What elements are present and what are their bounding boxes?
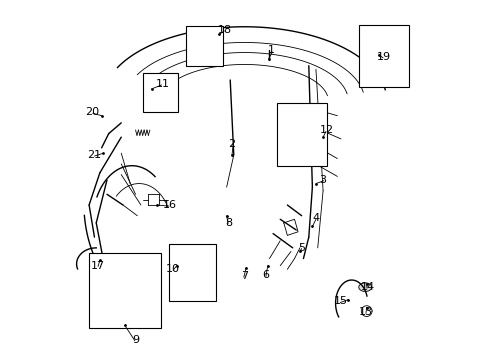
Bar [142, 73, 178, 112]
Bar [185, 26, 223, 66]
Text: 20: 20 [85, 107, 100, 117]
Text: 4: 4 [312, 212, 319, 222]
Text: 6: 6 [262, 270, 269, 280]
Text: 8: 8 [224, 218, 231, 228]
Text: 10: 10 [166, 264, 180, 274]
Text: 2: 2 [228, 139, 235, 149]
Text: 18: 18 [217, 25, 231, 35]
Text: 17: 17 [91, 261, 105, 271]
Text: 14: 14 [360, 282, 374, 292]
Text: 13: 13 [358, 307, 372, 317]
Text: 12: 12 [319, 125, 333, 135]
Text: 7: 7 [241, 271, 247, 282]
Text: 21: 21 [87, 150, 102, 160]
Text: 15: 15 [333, 296, 347, 306]
Bar [358, 24, 408, 87]
Text: 1: 1 [267, 45, 274, 55]
Text: 11: 11 [155, 78, 169, 89]
Text: 5: 5 [298, 243, 305, 253]
Bar [89, 253, 160, 328]
Polygon shape [358, 283, 371, 292]
Bar [169, 244, 216, 301]
Text: 3: 3 [319, 175, 326, 185]
Text: 16: 16 [162, 200, 176, 210]
Text: 9: 9 [132, 335, 139, 345]
Bar [276, 103, 326, 166]
Text: 19: 19 [376, 52, 390, 62]
